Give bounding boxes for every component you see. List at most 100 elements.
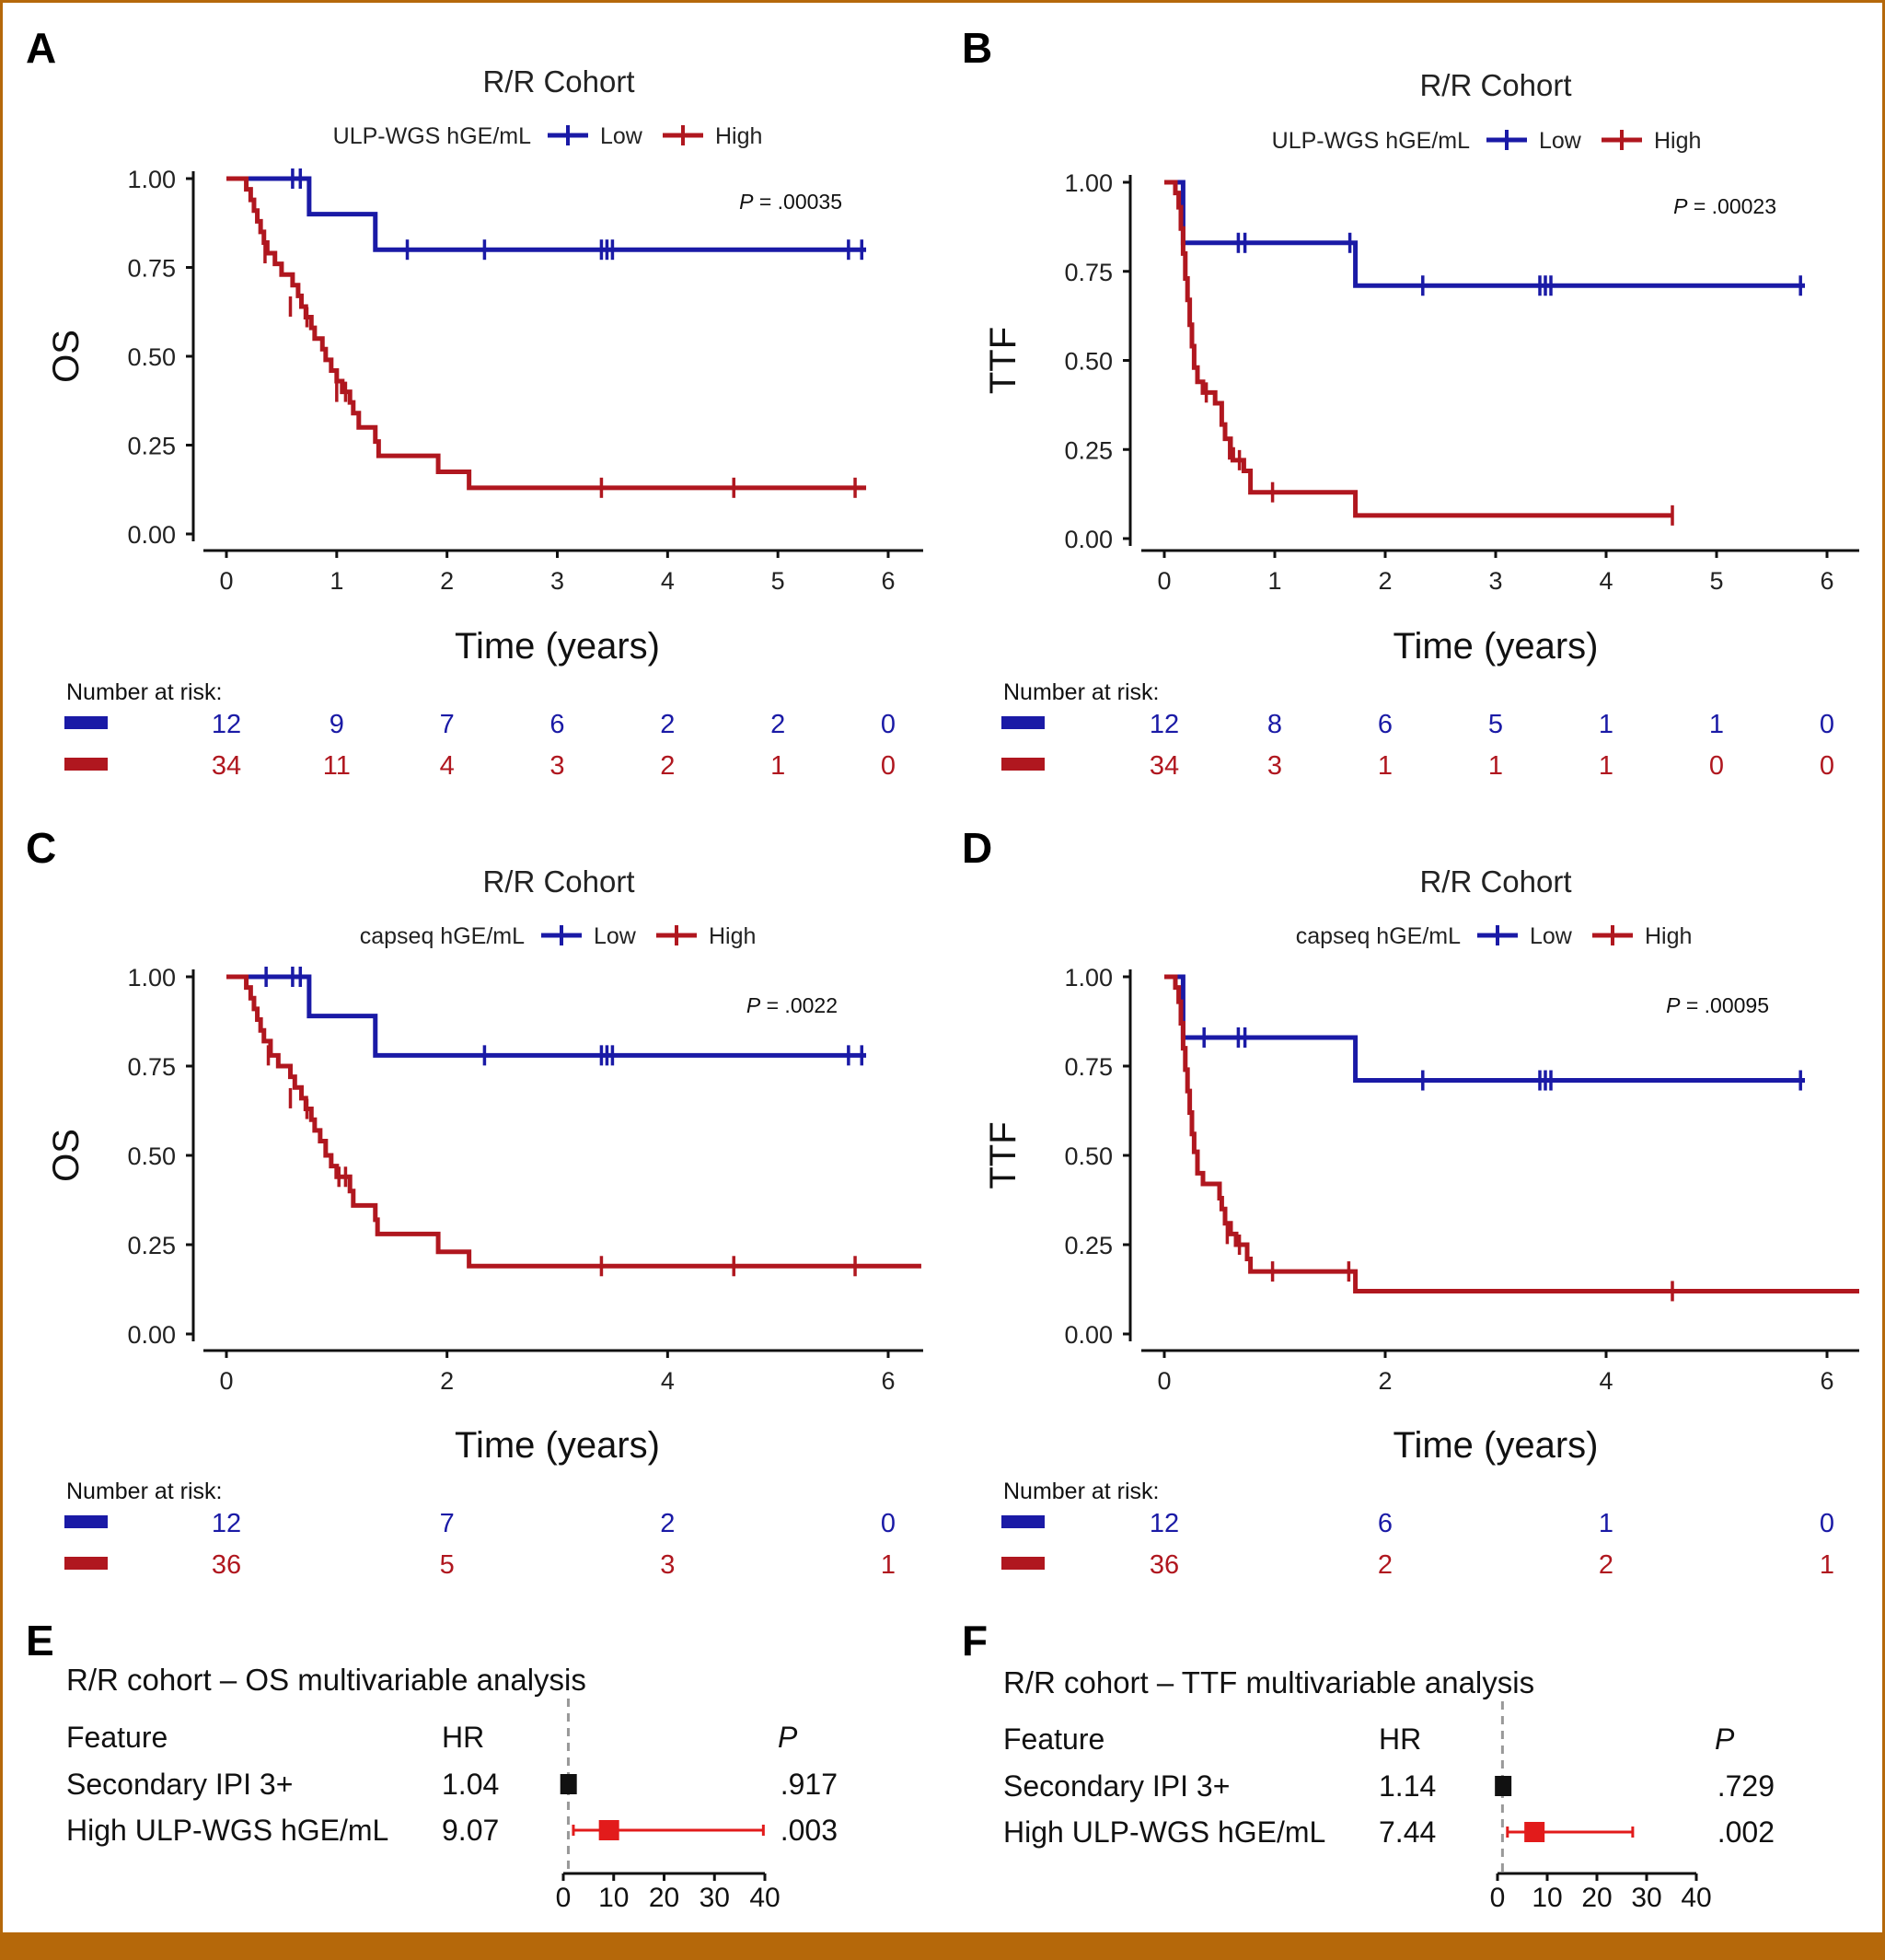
risk-count-low: 12 (1150, 1509, 1179, 1538)
forest-tick-label: 20 (1581, 1883, 1612, 1913)
y-tick-label: 0.75 (1064, 1053, 1113, 1081)
panel-letter: D (962, 824, 992, 872)
risk-count-low: 2 (770, 710, 785, 739)
x-tick-label: 5 (771, 567, 785, 595)
risk-count-high: 0 (1820, 751, 1834, 781)
x-tick-label: 6 (1820, 1367, 1833, 1395)
km-curve-high (1164, 974, 1859, 1293)
panel-a: A R/R Cohort ULP-WGS hGE/mL Low High 0.00 0.25… (26, 24, 923, 781)
risk-count-high: 4 (440, 751, 455, 781)
p-value: P = .00023 (1673, 194, 1776, 218)
risk-count-low: 6 (1378, 710, 1393, 739)
panel-letter: B (962, 24, 992, 72)
y-tick-label: 0.00 (1064, 526, 1113, 553)
y-tick-label: 0.25 (127, 1232, 176, 1259)
risk-count-low: 2 (660, 1509, 675, 1538)
y-tick-label: 0.50 (1064, 348, 1113, 376)
x-tick-label: 2 (1378, 567, 1392, 595)
y-tick-label: 1.00 (1064, 964, 1113, 992)
km-curve-low (1164, 180, 1805, 288)
y-axis-label: OS (46, 1129, 87, 1182)
forest-tick-label: 0 (1490, 1883, 1506, 1913)
forest-hr: 7.44 (1379, 1815, 1436, 1849)
risk-count-low: 12 (212, 1509, 241, 1538)
risk-count-high: 34 (1150, 751, 1179, 781)
km-curve-low (226, 974, 867, 1058)
risk-count-low: 12 (1150, 710, 1179, 739)
y-tick-label: 0.25 (1064, 1232, 1113, 1259)
x-tick-label: 4 (661, 1367, 675, 1395)
y-axis-label: TTF (983, 327, 1023, 394)
risk-count-high: 5 (440, 1550, 455, 1580)
y-axis-label: TTF (983, 1121, 1023, 1189)
risk-swatch-low (64, 1515, 108, 1528)
forest-p: .917 (781, 1768, 838, 1801)
forest-hr: 1.04 (442, 1768, 499, 1801)
risk-count-low: 8 (1267, 710, 1282, 739)
forest-tick-label: 10 (598, 1883, 629, 1913)
x-tick-label: 5 (1709, 567, 1723, 595)
risk-count-low: 0 (1820, 1509, 1834, 1538)
risk-count-high: 2 (1378, 1550, 1393, 1580)
panel-d: D R/R Cohort capseq hGE/mL Low High 0.00 0.25 0… (962, 824, 1859, 1580)
footer-bar (0, 1932, 1885, 1960)
forest-header-p: P (1715, 1722, 1735, 1756)
x-axis-label: Time (years) (455, 626, 660, 667)
risk-count-high: 34 (212, 751, 241, 781)
forest-tick-label: 30 (1631, 1883, 1661, 1913)
p-value-number: = .00023 (1687, 194, 1776, 218)
chart-title: R/R Cohort (1419, 68, 1571, 102)
risk-table-title: Number at risk: (66, 679, 222, 705)
chart-title: R/R Cohort (482, 64, 634, 99)
risk-count-low: 7 (440, 1509, 455, 1538)
p-value-number: = .0022 (760, 993, 838, 1017)
risk-swatch-high (64, 758, 108, 771)
y-tick-label: 0.50 (1064, 1142, 1113, 1170)
risk-count-high: 0 (881, 751, 896, 781)
chart-title: R/R Cohort (1419, 864, 1571, 899)
forest-header-hr: HR (1379, 1722, 1421, 1756)
panel-f: F R/R cohort – TTF multivariable analysis… (962, 1617, 1775, 1913)
chart-title: R/R Cohort (482, 864, 634, 899)
panel-letter: F (962, 1617, 988, 1664)
risk-table-title: Number at risk: (1003, 1479, 1159, 1504)
risk-swatch-low (1001, 1515, 1045, 1528)
km-curve-high (226, 974, 921, 1269)
risk-count-high: 2 (1599, 1550, 1613, 1580)
p-value-label: P (1673, 194, 1688, 218)
forest-hr: 9.07 (442, 1814, 499, 1847)
risk-count-high: 11 (323, 751, 351, 781)
risk-count-high: 0 (1709, 751, 1724, 781)
x-tick-label: 6 (881, 567, 895, 595)
x-tick-label: 0 (219, 1367, 233, 1395)
km-curve-high (226, 176, 867, 491)
forest-p: .003 (781, 1814, 838, 1847)
risk-count-high: 2 (660, 751, 675, 781)
risk-count-low: 0 (881, 710, 896, 739)
panel-letter: E (26, 1617, 54, 1664)
x-tick-label: 4 (1599, 1367, 1613, 1395)
x-tick-label: 6 (1820, 567, 1833, 595)
forest-tick-label: 40 (749, 1883, 780, 1913)
legend-label-low: Low (600, 123, 643, 149)
forest-header-feature: Feature (1003, 1722, 1104, 1756)
y-tick-label: 0.50 (127, 1142, 176, 1170)
y-tick-label: 0.75 (127, 255, 176, 283)
risk-count-low: 1 (1599, 1509, 1613, 1538)
risk-count-low: 1 (1709, 710, 1724, 739)
y-tick-label: 0.25 (1064, 436, 1113, 464)
risk-count-low: 0 (1820, 710, 1834, 739)
p-value: P = .0022 (746, 993, 838, 1017)
p-value-number: = .00035 (753, 190, 842, 214)
forest-point-high (1524, 1822, 1545, 1842)
forest-title: R/R cohort – OS multivariable analysis (66, 1663, 586, 1697)
risk-table-title: Number at risk: (1003, 679, 1159, 705)
forest-feature: High ULP-WGS hGE/mL (66, 1814, 388, 1847)
x-tick-label: 2 (440, 1367, 454, 1395)
risk-count-high: 36 (212, 1550, 241, 1580)
risk-count-high: 36 (1150, 1550, 1179, 1580)
km-curve-low (226, 176, 867, 252)
risk-swatch-low (1001, 716, 1045, 729)
risk-count-high: 3 (549, 751, 564, 781)
risk-count-high: 3 (660, 1550, 675, 1580)
